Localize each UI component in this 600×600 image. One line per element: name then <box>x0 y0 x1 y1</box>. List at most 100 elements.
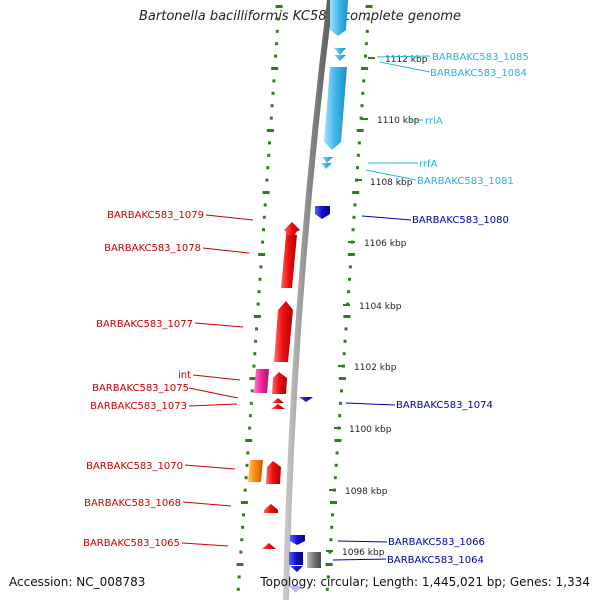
right-tick-dot <box>343 315 351 318</box>
left-tick-dot <box>240 538 244 542</box>
leader-1066 <box>337 540 388 543</box>
right-tick-dot <box>360 104 364 108</box>
gene-1080-shape <box>315 206 330 219</box>
left-tick-dot <box>275 42 278 46</box>
left-tick-dot <box>246 451 250 455</box>
left-tick-dot <box>262 228 265 232</box>
left-tick-dot <box>274 54 278 58</box>
left-tick-dot <box>250 389 254 393</box>
tick-label-1102: 1102 kbp <box>354 363 397 373</box>
gene-1084-shape <box>334 48 346 55</box>
tick-label-1100: 1100 kbp <box>349 425 392 435</box>
right-tick-dot <box>338 414 342 418</box>
left-tick-dot <box>240 501 248 504</box>
lower-blue-shape <box>289 586 302 593</box>
right-tick-dot <box>333 476 337 480</box>
right-tick-dot <box>334 439 342 442</box>
right-tick-dot <box>361 91 365 95</box>
leader-1080 <box>361 215 412 221</box>
leader-1084 <box>379 61 431 73</box>
left-tick-dot <box>253 352 257 356</box>
left-tick-dot <box>265 178 269 182</box>
label-barbakc583-1084: BARBAKC583_1084 <box>430 68 527 79</box>
gene-1079-shape <box>284 222 300 236</box>
rrlA-shape <box>324 67 347 150</box>
left-tick-dot <box>239 550 243 554</box>
gene-1084b-shape <box>334 55 346 61</box>
int-shape <box>254 369 269 393</box>
left-tick-dot <box>257 290 261 294</box>
leader-1081 <box>365 169 417 181</box>
tick-label-1112: 1112 kbp <box>385 55 428 65</box>
left-tick-dot <box>267 153 271 157</box>
gene-1077-shape <box>274 301 293 362</box>
right-tick-dot <box>325 587 329 591</box>
gene-1068-shape <box>264 504 278 513</box>
right-tick-dot <box>335 451 339 455</box>
left-tick-dot <box>244 476 248 480</box>
label-barbakc583-1078: BARBAKC583_1078 <box>104 243 201 254</box>
genome-backbone <box>283 0 333 600</box>
left-tick-dot <box>253 315 261 318</box>
right-tick-dot <box>325 563 333 566</box>
right-tick-dot <box>347 290 351 294</box>
left-tick-dot <box>258 277 262 281</box>
right-tick-dot <box>352 191 360 194</box>
left-tick-dot <box>256 302 260 306</box>
rna-features <box>321 0 348 169</box>
label-barbakc583-1070: BARBAKC583_1070 <box>86 461 183 472</box>
left-tick-dot <box>268 141 271 145</box>
right-tick-dot <box>328 550 332 554</box>
left-tick-dot <box>258 253 266 256</box>
tick-label-1108: 1108 kbp <box>370 178 413 188</box>
right-tick-dot <box>356 153 360 157</box>
right-tick-dot <box>329 538 333 542</box>
gene-1075-shape <box>272 372 287 394</box>
right-tick-dot <box>344 327 348 331</box>
left-tick-dot <box>249 377 257 380</box>
leader-1065 <box>181 542 229 547</box>
leader-int <box>192 374 241 381</box>
left-tick-dot <box>243 488 247 492</box>
left-tick-dot <box>236 563 244 566</box>
label-barbakc583-1080: BARBAKC583_1080 <box>412 215 509 226</box>
topology-text: Topology: circular; Length: 1,445,021 bp… <box>260 575 590 589</box>
left-tick-dot <box>271 67 279 70</box>
left-tick-dot <box>276 17 280 21</box>
left-tick-dot <box>275 29 279 33</box>
leader-1073 <box>188 403 238 407</box>
map-title: Bartonella bacilliformis KC583, complete… <box>139 9 461 24</box>
reverse-leader-lines <box>332 55 431 561</box>
leader-1075 <box>188 387 239 399</box>
right-tick-dot <box>330 501 337 504</box>
left-tick-dot <box>272 79 276 83</box>
label-barbakc583-1085: BARBAKC583_1085 <box>432 52 529 63</box>
gene-1081-shape <box>321 163 332 169</box>
leader-1085 <box>376 55 431 58</box>
right-tick-dot <box>330 525 334 529</box>
right-tick-dot <box>342 352 346 356</box>
leader-1064 <box>332 558 387 561</box>
tick-label-1104: 1104 kbp <box>359 302 402 312</box>
accession-text: Accession: NC_008783 <box>9 575 146 589</box>
left-tick-dot <box>266 129 274 132</box>
gene-1065-shape <box>262 543 276 549</box>
label-rrfA: rrfA <box>419 159 438 170</box>
right-tick-dot <box>326 575 330 579</box>
right-tick-dot <box>348 277 351 281</box>
label-barbakc583-1066: BARBAKC583_1066 <box>388 537 485 548</box>
tick-label-1110: 1110 kbp <box>377 116 420 126</box>
left-tick-dot <box>270 104 274 108</box>
right-tick-dot <box>362 79 366 83</box>
right-tick-dot <box>364 42 368 46</box>
left-tick-dot <box>242 513 245 517</box>
right-tick-dot <box>366 17 370 21</box>
left-tick-dot <box>241 525 245 529</box>
label-barbakc583-1068: BARBAKC583_1068 <box>84 498 181 509</box>
gene-1078-shape <box>281 235 297 288</box>
gene-1064b-shape <box>290 566 303 572</box>
right-tick-dot <box>356 166 359 170</box>
left-tick-dot <box>248 414 252 418</box>
label-barbakc583-1073: BARBAKC583_1073 <box>90 401 187 412</box>
